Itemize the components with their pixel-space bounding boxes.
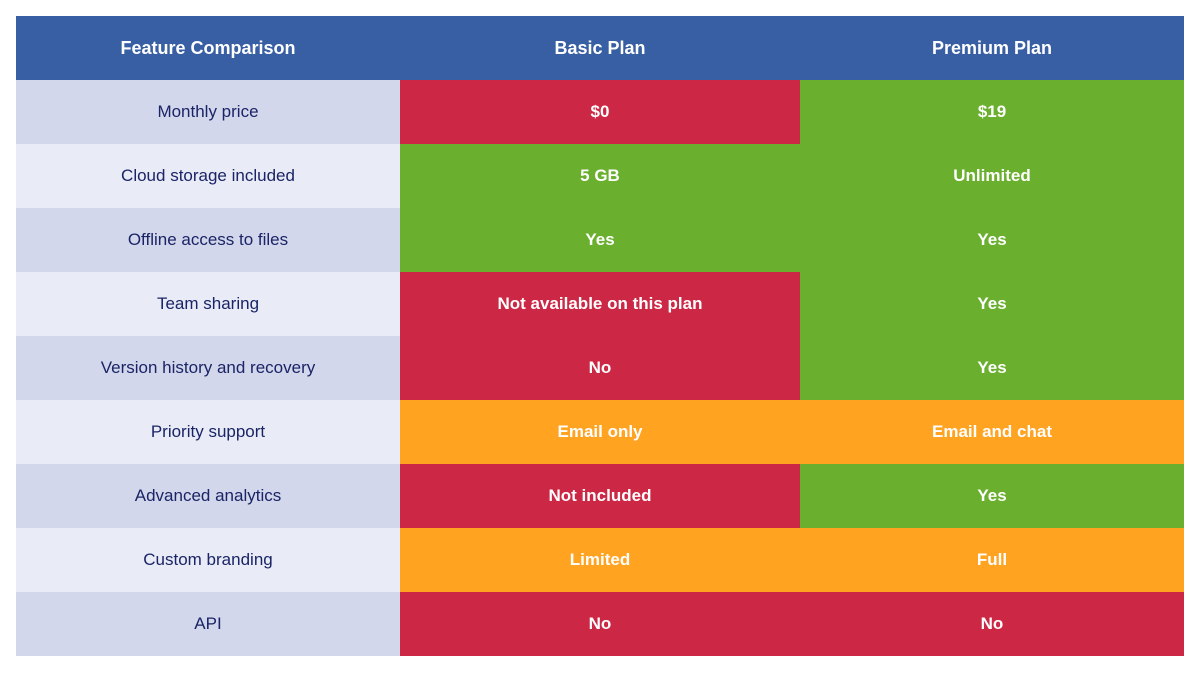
status-cell: Yes bbox=[800, 464, 1184, 528]
row-label: Custom branding bbox=[16, 528, 400, 592]
table-row: Custom branding Limited Full bbox=[16, 528, 1184, 592]
header-cell: Premium Plan bbox=[800, 16, 1184, 80]
table-row: Offline access to files Yes Yes bbox=[16, 208, 1184, 272]
status-cell: Yes bbox=[800, 336, 1184, 400]
status-cell: Email and chat bbox=[800, 400, 1184, 464]
table-row: Advanced analytics Not included Yes bbox=[16, 464, 1184, 528]
status-cell: No bbox=[400, 336, 800, 400]
status-cell: Limited bbox=[400, 528, 800, 592]
header-cell: Basic Plan bbox=[400, 16, 800, 80]
status-cell: No bbox=[400, 592, 800, 656]
status-cell: No bbox=[800, 592, 1184, 656]
table-row: Version history and recovery No Yes bbox=[16, 336, 1184, 400]
row-label: Cloud storage included bbox=[16, 144, 400, 208]
status-cell: Not included bbox=[400, 464, 800, 528]
row-label: API bbox=[16, 592, 400, 656]
header-row: Feature Comparison Basic Plan Premium Plan bbox=[16, 16, 1184, 80]
table-row: Monthly price $0 $19 bbox=[16, 80, 1184, 144]
row-label: Advanced analytics bbox=[16, 464, 400, 528]
table-row: Priority support Email only Email and chat bbox=[16, 400, 1184, 464]
header-cell: Feature Comparison bbox=[16, 16, 400, 80]
status-cell: Yes bbox=[800, 272, 1184, 336]
row-label: Version history and recovery bbox=[16, 336, 400, 400]
row-label: Monthly price bbox=[16, 80, 400, 144]
table-row: API No No bbox=[16, 592, 1184, 656]
status-cell: Unlimited bbox=[800, 144, 1184, 208]
row-label: Team sharing bbox=[16, 272, 400, 336]
table-row: Cloud storage included 5 GB Unlimited bbox=[16, 144, 1184, 208]
status-cell: $19 bbox=[800, 80, 1184, 144]
table-row: Team sharing Not available on this plan Ye… bbox=[16, 272, 1184, 336]
comparison-table: Feature Comparison Basic Plan Premium Plan… bbox=[16, 16, 1184, 656]
table-body: Monthly price $0 $19 Cloud storage included… bbox=[16, 80, 1184, 656]
status-cell: Yes bbox=[800, 208, 1184, 272]
row-label: Priority support bbox=[16, 400, 400, 464]
row-label: Offline access to files bbox=[16, 208, 400, 272]
status-cell: $0 bbox=[400, 80, 800, 144]
status-cell: Not available on this plan bbox=[400, 272, 800, 336]
status-cell: 5 GB bbox=[400, 144, 800, 208]
status-cell: Email only bbox=[400, 400, 800, 464]
status-cell: Yes bbox=[400, 208, 800, 272]
status-cell: Full bbox=[800, 528, 1184, 592]
